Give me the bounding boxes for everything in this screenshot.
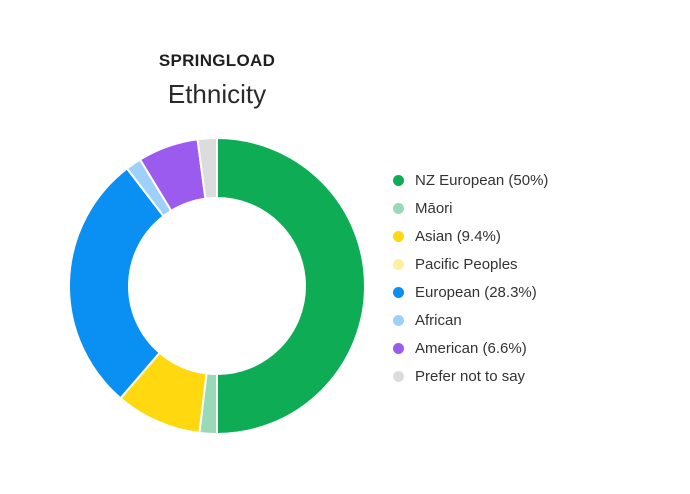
legend-dot-icon: [393, 286, 404, 298]
chart-legend: NZ European (50%) Māori Asian (9.4%) Pacifi…: [393, 166, 548, 390]
chart-header: SPRINGLOAD Ethnicity: [117, 48, 317, 112]
chart-title: Ethnicity: [167, 79, 267, 109]
donut-slice-7[interactable]: [196, 136, 218, 200]
legend-item[interactable]: Asian (9.4%): [393, 222, 548, 250]
legend-label: NZ European (50%): [415, 171, 549, 189]
legend-dot-icon: [393, 258, 404, 270]
legend-dot-icon: [393, 174, 404, 186]
legend-dot-icon: [393, 230, 404, 242]
legend-item[interactable]: NZ European (50%): [393, 166, 548, 194]
legend-item[interactable]: African: [393, 306, 548, 334]
donut-slice-4[interactable]: [68, 167, 165, 400]
legend-label: Prefer not to say: [415, 367, 526, 385]
legend-label: African: [415, 311, 462, 329]
legend-item[interactable]: European (28.3%): [393, 278, 548, 306]
legend-label: Māori: [415, 199, 453, 217]
legend-item[interactable]: Pacific Peoples: [393, 250, 548, 278]
legend-dot-icon: [393, 314, 404, 326]
legend-item[interactable]: American (6.6%): [393, 334, 548, 362]
brand-label: SPRINGLOAD: [158, 51, 276, 70]
legend-item[interactable]: Prefer not to say: [393, 362, 548, 390]
legend-dot-icon: [393, 202, 404, 214]
legend-item[interactable]: Māori: [393, 194, 548, 222]
donut-slice-0[interactable]: [216, 136, 366, 436]
legend-dot-icon: [393, 370, 404, 382]
legend-label: European (28.3%): [415, 283, 537, 301]
legend-label: Pacific Peoples: [415, 255, 518, 273]
legend-label: Asian (9.4%): [415, 227, 501, 245]
legend-label: American (6.6%): [415, 339, 527, 357]
donut-slices: [68, 136, 366, 436]
legend-dot-icon: [393, 342, 404, 354]
